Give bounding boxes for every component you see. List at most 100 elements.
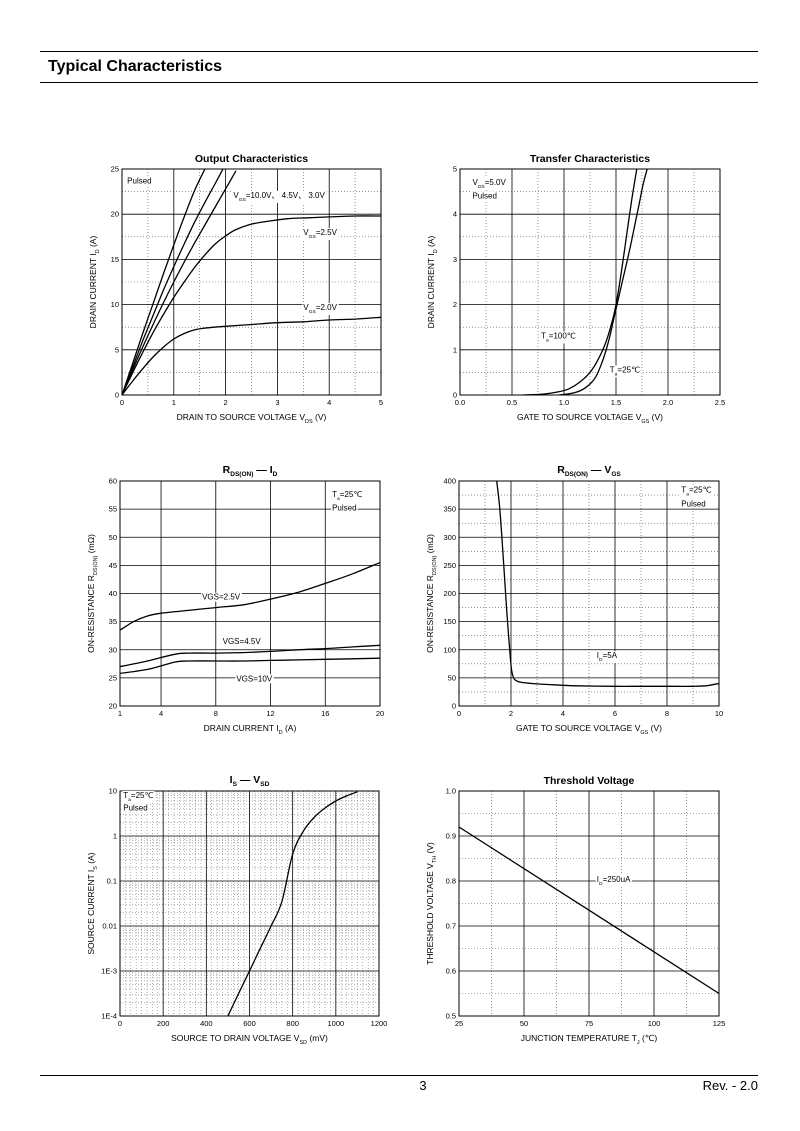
x-tick-label: 25 [455,1019,463,1028]
annotation-bg [201,592,242,602]
grid [458,480,720,707]
annotation-sub: D [599,881,603,887]
y-tick-label: 20 [109,702,117,711]
annotation-bg [122,790,155,803]
x-axis-label-part: V [635,723,641,733]
y-tick-label: 1 [113,832,117,841]
plot-frame [119,480,381,707]
annotation-sub: D [599,657,603,663]
y-axis-label: ON-RESISTANCE RDS(ON) (mΩ) [425,534,438,653]
x-tick-label: 125 [713,1019,726,1028]
annotation: Pulsed [472,191,496,200]
annotation-bg [595,874,633,887]
x-axis-label-part: T [632,1033,637,1043]
annotation: Pulsed [127,176,151,185]
x-tick-label: 0.0 [455,398,465,407]
y-tick-label: 0.1 [107,877,117,886]
annotation-sub: a [337,497,340,502]
chart-title-part: SD [260,781,269,788]
y-tick-label: 60 [109,477,117,486]
chart-title-part: — [253,464,269,476]
series-line [122,215,381,395]
x-tick-label: 0.5 [507,398,517,407]
y-axis-label-part: DRAIN CURRENT [88,256,98,329]
annotation-sub: a [686,492,689,497]
x-tick-label: 3 [275,398,279,407]
y-tick-label: 4 [453,210,457,219]
chart-title-part: D [273,471,278,478]
y-tick-label: 1 [453,345,457,354]
y-axis-label-part: (A) [86,852,96,866]
x-tick-label: 1.5 [611,398,621,407]
y-tick-label: 10 [111,300,119,309]
x-axis-label-part: DRAIN TO SOURCE VOLTAGE [177,412,300,422]
x-tick-label: 5 [379,398,383,407]
annotation-main: Pulsed [123,803,147,812]
y-axis-label-part: SOURCE CURRENT [86,872,96,955]
chart-title-part: I [270,464,273,476]
annotation-bg [302,303,339,316]
series-line [122,169,206,395]
annotation-sub: a [128,798,131,803]
grid [459,168,721,396]
x-tick-label: 8 [665,709,669,718]
annotation-main: Pulsed [681,499,705,508]
x-tick-label: 2.5 [715,398,725,407]
annotation-main: Pulsed [472,191,496,200]
y-tick-label: 0.8 [446,877,456,886]
annotation-bg [540,331,577,344]
annotation: VGS=2.5V [202,593,241,602]
annotation-bg [608,365,641,378]
x-axis-label-part: (V) [648,723,662,733]
plot-frame [119,790,380,1017]
x-axis-label: JUNCTION TEMPERATURE TJ (℃) [521,1033,658,1046]
y-tick-label: 25 [109,673,117,682]
annotation: Pulsed [681,499,705,508]
annotation: VGS=10V [236,674,272,683]
y-tick-label: 0 [453,391,457,400]
y-axis-label-part: DS(ON) [93,555,99,575]
y-axis-label: THRESHOLD VOLTAGE VTH (V) [425,842,438,965]
annotation: Ta=25℃ [332,490,362,502]
annotation-rest: =25℃ [689,485,712,494]
y-tick-label: 5 [115,345,119,354]
x-tick-label: 1000 [327,1019,344,1028]
x-tick-label: 0 [457,709,461,718]
y-axis-label-part: DS(ON) [432,555,438,575]
annotation-main: V [303,303,309,312]
y-tick-label: 1.0 [446,787,456,796]
y-tick-label: 50 [109,533,117,542]
y-axis-label: DRAIN CURRENT ID (A) [426,236,439,329]
y-axis-label: DRAIN CURRENT ID (A) [88,236,101,329]
x-tick-label: 6 [613,709,617,718]
x-axis-label-part: V [299,412,305,422]
annotation-bg [221,637,263,647]
y-axis-label-part: THRESHOLD VOLTAGE [425,869,435,965]
series-line [459,826,719,995]
y-tick-label: 10 [109,787,117,796]
y-tick-label: 40 [109,589,117,598]
y-axis-label-part: D [433,249,439,253]
x-axis-label: GATE TO SOURCE VOLTAGE VGS (V) [517,412,663,425]
x-tick-label: 4 [159,709,163,718]
y-tick-label: 3 [453,255,457,264]
y-tick-label: 0 [115,391,119,400]
x-tick-label: 200 [157,1019,170,1028]
annotation-bg [595,651,619,664]
y-axis-label-part: I [88,253,98,255]
y-tick-label: 55 [109,505,117,514]
series-line [522,169,638,395]
y-tick-label: 0.7 [446,922,456,931]
y-tick-label: 300 [443,533,456,542]
y-tick-label: 5 [453,165,457,174]
x-tick-label: 2.0 [663,398,673,407]
x-axis-label-part: DS [305,419,313,425]
x-tick-label: 0 [118,1019,122,1028]
x-tick-label: 4 [327,398,331,407]
y-axis-label-part: R [86,575,96,581]
y-tick-label: 35 [109,617,117,626]
annotation-rest: =10.0V、 4.5V、 3.0V [246,191,326,200]
y-tick-label: 25 [111,165,119,174]
y-axis-label-part: I [86,870,96,872]
x-tick-label: 12 [266,709,274,718]
